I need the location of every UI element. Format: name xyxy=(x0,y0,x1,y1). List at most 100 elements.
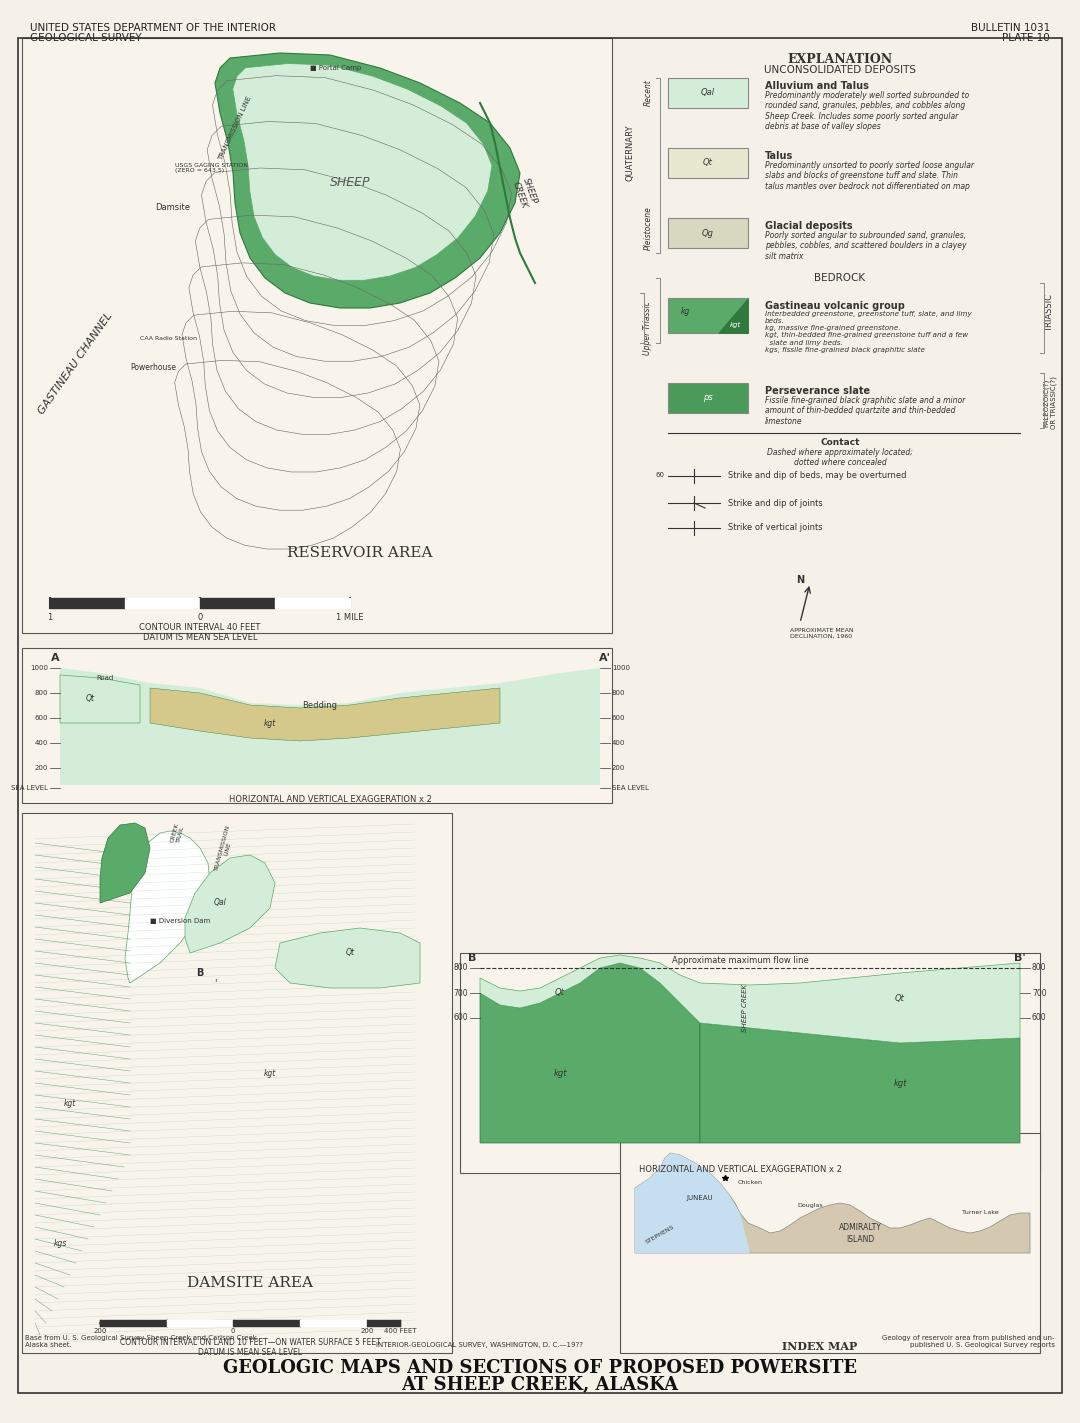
Text: ■ Portal Camp: ■ Portal Camp xyxy=(310,65,361,71)
Text: 200: 200 xyxy=(361,1328,374,1333)
Text: 0: 0 xyxy=(198,613,203,622)
Text: Powerhouse: Powerhouse xyxy=(130,363,176,373)
Text: Talus: Talus xyxy=(765,151,793,161)
Text: A: A xyxy=(51,653,59,663)
Text: QUATERNARY: QUATERNARY xyxy=(625,125,635,181)
Text: 200: 200 xyxy=(93,1328,107,1333)
Polygon shape xyxy=(150,687,500,741)
Text: Gastineau volcanic group: Gastineau volcanic group xyxy=(765,302,905,312)
Text: UNCONSOLIDATED DEPOSITS: UNCONSOLIDATED DEPOSITS xyxy=(764,65,916,75)
Text: Perseverance slate: Perseverance slate xyxy=(765,386,870,396)
Text: CONTOUR INTERVAL 40 FEET
DATUM IS MEAN SEA LEVEL: CONTOUR INTERVAL 40 FEET DATUM IS MEAN S… xyxy=(139,623,260,642)
Polygon shape xyxy=(233,64,492,280)
Text: UNITED STATES DEPARTMENT OF THE INTERIOR: UNITED STATES DEPARTMENT OF THE INTERIOR xyxy=(30,23,276,33)
Text: Alluvium and Talus: Alluvium and Talus xyxy=(765,81,869,91)
Text: Strike and dip of joints: Strike and dip of joints xyxy=(728,498,823,508)
Text: B: B xyxy=(468,953,476,963)
Polygon shape xyxy=(480,955,1020,1043)
Text: DAMSITE AREA: DAMSITE AREA xyxy=(187,1276,313,1291)
Text: Qt: Qt xyxy=(703,158,713,168)
Text: GASTINEAU CHANNEL: GASTINEAU CHANNEL xyxy=(36,310,114,416)
Bar xyxy=(22,813,453,1353)
Bar xyxy=(460,953,1040,1173)
Polygon shape xyxy=(718,297,748,333)
Text: kgt: kgt xyxy=(729,322,741,329)
Text: 1000: 1000 xyxy=(30,665,48,672)
Text: Predominantly moderately well sorted subrounded to
rounded sand, granules, pebbl: Predominantly moderately well sorted sub… xyxy=(765,91,969,131)
Text: Base from U. S. Geological Survey Sheep Creek and Carlson Creek,
Alaska sheet.: Base from U. S. Geological Survey Sheep … xyxy=(25,1335,259,1348)
Polygon shape xyxy=(275,928,420,988)
Text: Qt: Qt xyxy=(85,693,95,703)
Text: 600: 600 xyxy=(612,714,625,721)
FancyBboxPatch shape xyxy=(669,297,748,333)
Text: Qt: Qt xyxy=(895,993,905,1002)
Text: TRANSMISSION
LINE: TRANSMISSION LINE xyxy=(214,824,237,872)
Text: Qt: Qt xyxy=(555,989,565,998)
Text: kgt: kgt xyxy=(64,1099,76,1107)
FancyBboxPatch shape xyxy=(669,78,748,108)
Text: HORIZONTAL AND VERTICAL EXAGGERATION x 2: HORIZONTAL AND VERTICAL EXAGGERATION x 2 xyxy=(229,795,431,804)
Text: 700: 700 xyxy=(1032,989,1047,998)
Text: GEOLOGIC MAPS AND SECTIONS OF PROPOSED POWERSITE: GEOLOGIC MAPS AND SECTIONS OF PROPOSED P… xyxy=(222,1359,858,1377)
Text: Fissile fine-grained black graphitic slate and a minor
amount of thin-bedded qua: Fissile fine-grained black graphitic sla… xyxy=(765,396,966,425)
Polygon shape xyxy=(60,667,600,785)
Polygon shape xyxy=(635,1153,1030,1254)
Text: Approximate maximum flow line: Approximate maximum flow line xyxy=(672,956,808,965)
Text: 60: 60 xyxy=(656,472,664,478)
Text: ■ Diversion Dam: ■ Diversion Dam xyxy=(150,918,211,924)
Text: Qal: Qal xyxy=(214,898,227,908)
Text: Chicken: Chicken xyxy=(738,1181,762,1185)
Text: 200: 200 xyxy=(35,766,48,771)
Text: TRIASSIC: TRIASSIC xyxy=(1045,295,1054,332)
FancyBboxPatch shape xyxy=(669,148,748,178)
Text: Qal: Qal xyxy=(701,88,715,98)
Text: Damsite: Damsite xyxy=(156,203,190,212)
Text: 800: 800 xyxy=(612,690,625,696)
Text: SEA LEVEL: SEA LEVEL xyxy=(11,785,48,791)
Text: PALEOZOIC(?)
OR TRIASSIC(?): PALEOZOIC(?) OR TRIASSIC(?) xyxy=(1043,377,1057,430)
Text: Glacial deposits: Glacial deposits xyxy=(765,221,852,231)
Text: kgt: kgt xyxy=(553,1069,567,1077)
Text: Pleistocene: Pleistocene xyxy=(644,206,652,250)
Bar xyxy=(22,647,612,803)
Text: Upper Triassic: Upper Triassic xyxy=(644,302,652,354)
Text: B': B' xyxy=(1014,953,1026,963)
Text: EXPLANATION: EXPLANATION xyxy=(787,53,892,65)
Text: CONTOUR INTERVAL ON LAND 10 FEET—ON WATER SURFACE 5 FEET
DATUM IS MEAN SEA LEVEL: CONTOUR INTERVAL ON LAND 10 FEET—ON WATE… xyxy=(120,1338,380,1358)
Polygon shape xyxy=(635,1153,750,1254)
Text: kg: kg xyxy=(680,306,690,316)
Text: 600: 600 xyxy=(454,1013,468,1023)
Text: BEDROCK: BEDROCK xyxy=(814,273,865,283)
Bar xyxy=(22,38,612,633)
Text: SHEEP
CREEK: SHEEP CREEK xyxy=(511,176,539,209)
Text: SEA LEVEL: SEA LEVEL xyxy=(612,785,649,791)
Text: CREEK
TRAIL: CREEK TRAIL xyxy=(171,821,186,844)
Text: ': ' xyxy=(214,978,216,988)
Text: 800: 800 xyxy=(35,690,48,696)
Text: RESERVOIR AREA: RESERVOIR AREA xyxy=(287,546,433,561)
Polygon shape xyxy=(125,831,210,983)
Text: AT SHEEP CREEK, ALASKA: AT SHEEP CREEK, ALASKA xyxy=(402,1376,678,1395)
Text: Dashed where approximately located;
dotted where concealed: Dashed where approximately located; dott… xyxy=(767,448,913,467)
Text: Predominantly unsorted to poorly sorted loose angular
slabs and blocks of greens: Predominantly unsorted to poorly sorted … xyxy=(765,161,974,191)
Text: 1 MILE: 1 MILE xyxy=(336,613,364,622)
Text: kgt: kgt xyxy=(264,1069,276,1077)
Text: Qt: Qt xyxy=(346,949,354,958)
Text: PLATE 10: PLATE 10 xyxy=(1002,33,1050,43)
Text: 600: 600 xyxy=(35,714,48,721)
Text: Geology of reservoir area from published and un-
published U. S. Geological Surv: Geology of reservoir area from published… xyxy=(882,1335,1055,1348)
Polygon shape xyxy=(100,822,150,904)
Text: 400 FEET: 400 FEET xyxy=(383,1328,416,1333)
Text: Interbedded greenstone, greenstone tuff, slate, and limy
beds.
kg, massive fine-: Interbedded greenstone, greenstone tuff,… xyxy=(765,312,972,353)
Text: INDEX MAP: INDEX MAP xyxy=(782,1340,858,1352)
Text: ISLAND: ISLAND xyxy=(846,1235,874,1245)
Text: kgt: kgt xyxy=(893,1079,907,1087)
Text: JUNEAU: JUNEAU xyxy=(687,1195,713,1201)
Text: Turner Lake: Turner Lake xyxy=(961,1211,998,1215)
Text: GEOLOGICAL SURVEY: GEOLOGICAL SURVEY xyxy=(30,33,141,43)
Text: 800: 800 xyxy=(454,963,468,972)
Text: kgs: kgs xyxy=(53,1238,67,1248)
FancyBboxPatch shape xyxy=(669,383,748,413)
Text: Strike of vertical joints: Strike of vertical joints xyxy=(728,524,823,532)
Text: STEPHENS: STEPHENS xyxy=(645,1225,675,1245)
